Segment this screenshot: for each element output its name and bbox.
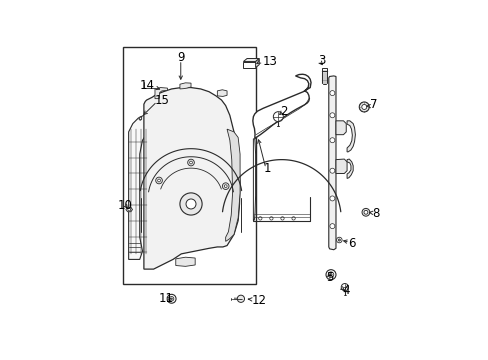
Circle shape (338, 239, 340, 241)
Circle shape (155, 177, 162, 184)
Text: 13: 13 (262, 55, 277, 68)
Polygon shape (143, 87, 240, 269)
Polygon shape (252, 74, 310, 139)
Circle shape (157, 179, 160, 182)
Text: 4: 4 (342, 284, 349, 297)
Polygon shape (217, 90, 226, 96)
Polygon shape (139, 117, 142, 120)
Circle shape (139, 117, 142, 120)
Circle shape (359, 102, 368, 112)
Text: 8: 8 (372, 207, 379, 220)
Bar (123, 48, 256, 284)
Polygon shape (335, 159, 346, 174)
Polygon shape (243, 59, 259, 62)
Polygon shape (335, 121, 346, 135)
Circle shape (329, 274, 331, 276)
Text: 9: 9 (177, 50, 184, 64)
Circle shape (329, 91, 334, 96)
Circle shape (336, 237, 342, 243)
Polygon shape (155, 87, 167, 99)
Text: 11: 11 (158, 292, 173, 305)
Circle shape (327, 272, 333, 278)
Polygon shape (180, 83, 191, 89)
Circle shape (329, 113, 334, 118)
Circle shape (258, 217, 262, 220)
Circle shape (169, 297, 173, 301)
Text: 10: 10 (118, 199, 133, 212)
Circle shape (167, 294, 176, 303)
Text: 12: 12 (251, 294, 266, 307)
Circle shape (237, 295, 244, 302)
Polygon shape (253, 139, 255, 221)
Circle shape (341, 284, 348, 291)
Circle shape (329, 196, 334, 201)
Polygon shape (346, 159, 352, 179)
Circle shape (361, 208, 369, 216)
Circle shape (187, 159, 194, 166)
Circle shape (185, 199, 196, 209)
Polygon shape (328, 76, 335, 250)
Circle shape (363, 210, 367, 214)
Circle shape (329, 138, 334, 143)
Circle shape (269, 217, 272, 220)
Circle shape (189, 161, 192, 164)
Polygon shape (322, 68, 326, 71)
Polygon shape (125, 207, 132, 212)
Text: 6: 6 (348, 237, 355, 250)
Polygon shape (175, 257, 195, 266)
Circle shape (329, 224, 334, 229)
Circle shape (291, 217, 295, 220)
Text: 5: 5 (325, 271, 333, 284)
Text: 7: 7 (369, 98, 377, 111)
Circle shape (180, 193, 202, 215)
Text: 1: 1 (263, 162, 270, 175)
Polygon shape (243, 62, 255, 68)
Text: 15: 15 (155, 94, 169, 107)
Circle shape (361, 104, 366, 109)
Text: 2: 2 (280, 105, 287, 118)
Text: 14: 14 (139, 79, 154, 92)
Circle shape (127, 208, 130, 211)
Polygon shape (128, 115, 148, 260)
Circle shape (329, 168, 334, 173)
Polygon shape (255, 59, 259, 68)
Polygon shape (225, 129, 240, 242)
Circle shape (170, 298, 172, 300)
Circle shape (273, 112, 283, 122)
Circle shape (222, 183, 228, 189)
Polygon shape (346, 121, 355, 152)
Circle shape (325, 270, 335, 280)
Circle shape (280, 217, 284, 220)
Circle shape (224, 185, 226, 188)
Text: 3: 3 (317, 54, 325, 67)
